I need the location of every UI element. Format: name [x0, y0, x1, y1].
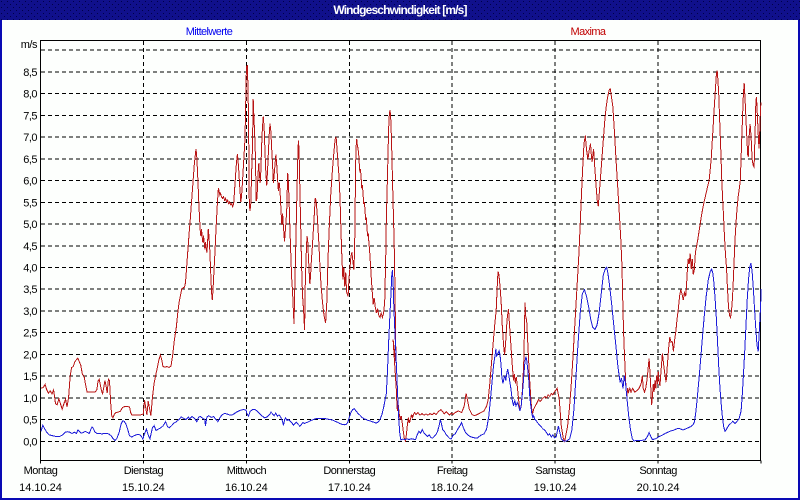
svg-text:20.10.24: 20.10.24	[637, 482, 680, 494]
svg-text:2,0: 2,0	[23, 349, 37, 361]
svg-text:6,5: 6,5	[23, 154, 37, 166]
svg-text:Freitag: Freitag	[437, 465, 468, 477]
svg-text:4,0: 4,0	[23, 263, 37, 275]
svg-text:6,0: 6,0	[23, 176, 37, 188]
svg-text:1,0: 1,0	[23, 393, 37, 405]
svg-text:Donnerstag: Donnerstag	[323, 465, 375, 477]
svg-text:19.10.24: 19.10.24	[534, 482, 577, 494]
svg-text:5,5: 5,5	[23, 197, 37, 209]
svg-text:3,0: 3,0	[23, 306, 37, 318]
svg-text:Mittwoch: Mittwoch	[227, 465, 267, 477]
svg-text:8,0: 8,0	[23, 89, 37, 101]
svg-text:Montag: Montag	[24, 465, 58, 477]
svg-text:m/s: m/s	[21, 39, 38, 51]
svg-text:8,5: 8,5	[23, 67, 37, 79]
svg-text:15.10.24: 15.10.24	[122, 482, 165, 494]
svg-text:Samstag: Samstag	[535, 465, 575, 477]
svg-text:18.10.24: 18.10.24	[431, 482, 474, 494]
svg-text:14.10.24: 14.10.24	[19, 482, 62, 494]
svg-text:7,0: 7,0	[23, 132, 37, 144]
svg-text:Sonntag: Sonntag	[639, 465, 677, 477]
svg-text:7,5: 7,5	[23, 110, 37, 122]
svg-text:Maxima: Maxima	[571, 26, 607, 38]
svg-text:2,5: 2,5	[23, 328, 37, 340]
svg-text:0,5: 0,5	[23, 415, 37, 427]
svg-text:0,0: 0,0	[23, 436, 37, 448]
svg-text:Mittelwerte: Mittelwerte	[186, 26, 233, 38]
svg-text:5,0: 5,0	[23, 219, 37, 231]
svg-text:4,5: 4,5	[23, 241, 37, 253]
svg-text:17.10.24: 17.10.24	[328, 482, 371, 494]
svg-text:1,5: 1,5	[23, 371, 37, 383]
svg-text:Dienstag: Dienstag	[124, 465, 164, 477]
svg-text:3,5: 3,5	[23, 284, 37, 296]
svg-text:16.10.24: 16.10.24	[225, 482, 268, 494]
